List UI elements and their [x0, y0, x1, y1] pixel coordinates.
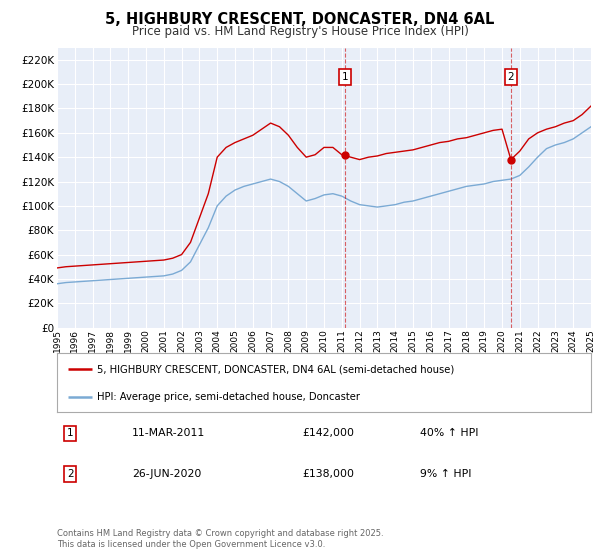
Text: 9% ↑ HPI: 9% ↑ HPI — [420, 469, 472, 479]
Text: Price paid vs. HM Land Registry's House Price Index (HPI): Price paid vs. HM Land Registry's House … — [131, 25, 469, 38]
Text: 40% ↑ HPI: 40% ↑ HPI — [420, 428, 479, 438]
Text: 1: 1 — [342, 72, 349, 82]
Text: 5, HIGHBURY CRESCENT, DONCASTER, DN4 6AL: 5, HIGHBURY CRESCENT, DONCASTER, DN4 6AL — [106, 12, 494, 27]
Text: 11-MAR-2011: 11-MAR-2011 — [132, 428, 205, 438]
Text: £138,000: £138,000 — [302, 469, 355, 479]
Text: £142,000: £142,000 — [302, 428, 355, 438]
Text: 1: 1 — [67, 428, 74, 438]
Text: HPI: Average price, semi-detached house, Doncaster: HPI: Average price, semi-detached house,… — [97, 392, 360, 402]
Text: Contains HM Land Registry data © Crown copyright and database right 2025.
This d: Contains HM Land Registry data © Crown c… — [57, 529, 383, 549]
Text: 2: 2 — [67, 469, 74, 479]
Text: 5, HIGHBURY CRESCENT, DONCASTER, DN4 6AL (semi-detached house): 5, HIGHBURY CRESCENT, DONCASTER, DN4 6AL… — [97, 364, 454, 374]
Text: 26-JUN-2020: 26-JUN-2020 — [132, 469, 201, 479]
Text: 2: 2 — [508, 72, 514, 82]
